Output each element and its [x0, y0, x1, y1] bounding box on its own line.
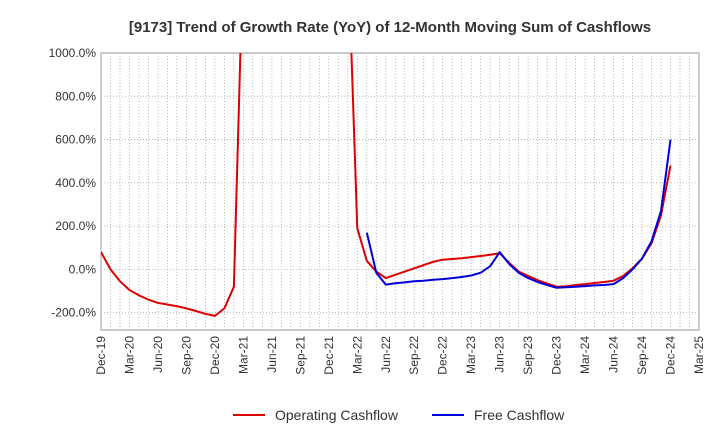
x-tick-label: Mar-25	[692, 336, 706, 374]
x-tick-label: Dec-21	[322, 336, 336, 375]
y-tick-label: 800.0%	[55, 89, 96, 103]
x-tick-label: Dec-22	[436, 336, 450, 375]
legend-label: Operating Cashflow	[275, 407, 399, 423]
x-tick-label: Jun-23	[493, 336, 507, 373]
x-tick-label: Jun-22	[379, 336, 393, 373]
x-tick-label: Sep-22	[407, 336, 421, 375]
x-tick-label: Mar-24	[578, 336, 592, 374]
x-tick-label: Dec-24	[664, 336, 678, 375]
y-tick-label: 600.0%	[55, 133, 96, 147]
x-tick-label: Jun-24	[607, 336, 621, 373]
x-tick-label: Sep-21	[293, 336, 307, 375]
chart-title: [9173] Trend of Growth Rate (YoY) of 12-…	[129, 19, 651, 36]
x-tick-label: Jun-20	[151, 336, 165, 373]
x-tick-label: Mar-20	[122, 336, 136, 374]
x-axis-ticks: Dec-19 Mar-20 Jun-20 Sep-20 Dec-20 Mar-21 Jun-…	[94, 336, 706, 375]
plot-area	[100, 52, 700, 331]
x-tick-label: Jun-21	[265, 336, 279, 373]
x-tick-label: Mar-21	[236, 336, 250, 374]
y-axis-ticks: -200.0% 0.0% 200.0% 400.0% 600.0% 800.0% 1000.…	[49, 46, 97, 320]
y-tick-label: 1000.0%	[49, 46, 97, 60]
grid-layer	[101, 53, 699, 330]
y-tick-label: -200.0%	[51, 306, 96, 320]
y-tick-label: 0.0%	[69, 262, 97, 276]
legend: Operating Cashflow Free Cashflow	[233, 407, 565, 423]
x-tick-label: Dec-19	[94, 336, 108, 375]
legend-label: Free Cashflow	[474, 407, 565, 423]
x-tick-label: Sep-20	[179, 336, 193, 375]
y-tick-label: 200.0%	[55, 219, 96, 233]
x-tick-label: Sep-23	[521, 336, 535, 375]
x-tick-label: Dec-23	[550, 336, 564, 375]
x-tick-label: Dec-20	[208, 336, 222, 375]
x-tick-label: Mar-23	[464, 336, 478, 374]
x-tick-label: Sep-24	[635, 336, 649, 375]
y-tick-label: 400.0%	[55, 176, 96, 190]
series-line-free-cashflow	[365, 139, 672, 289]
series-layer	[101, 53, 672, 317]
series-line-operating-cashflow	[101, 53, 672, 317]
x-tick-label: Mar-22	[350, 336, 364, 374]
